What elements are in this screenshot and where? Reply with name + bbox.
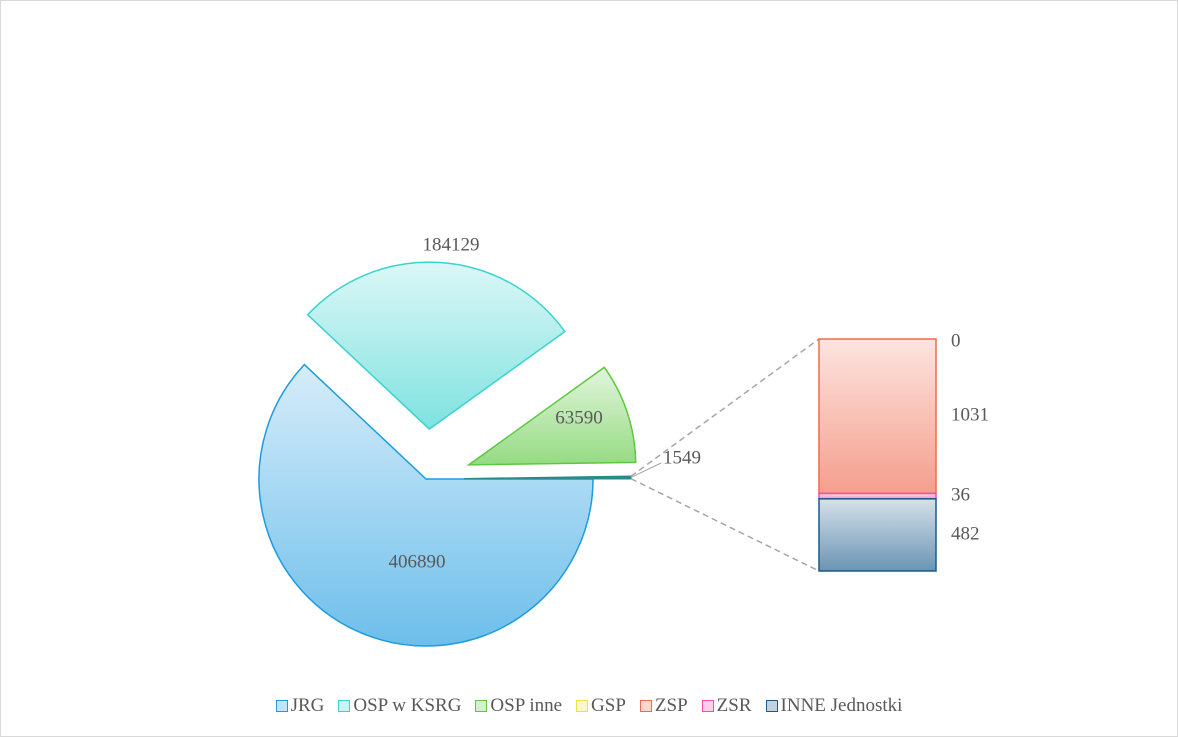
legend-item: INNE Jednostki <box>765 695 903 717</box>
legend-swatch <box>639 700 652 712</box>
legend-label: ZSP <box>654 695 688 716</box>
legend-item: OSP inne <box>475 695 562 717</box>
pie-slice <box>463 475 632 480</box>
legend-item: ZSP <box>639 695 688 717</box>
data-label: 36 <box>951 484 970 505</box>
legend-label: OSP w KSRG <box>353 695 462 716</box>
data-label: 184129 <box>423 234 480 255</box>
legend-label: JRG <box>290 695 325 716</box>
legend-swatch <box>475 700 488 712</box>
legend-label: INNE Jednostki <box>780 695 903 716</box>
leader-line <box>630 462 662 478</box>
legend-swatch <box>576 700 589 712</box>
legend-item: ZSR <box>701 695 752 717</box>
legend-item: JRG <box>275 695 325 717</box>
data-label: 406890 <box>389 551 446 572</box>
data-label: 482 <box>951 523 980 544</box>
pie-slice <box>258 363 594 647</box>
legend-label: OSP inne <box>490 695 563 716</box>
legend-swatch <box>338 700 351 712</box>
pie-slice <box>306 261 566 431</box>
legend: JRG OSP w KSRG OSP inne GSP ZSP ZSR INNE Jedno… <box>1 695 1177 717</box>
legend-swatch <box>275 700 288 712</box>
legend-swatch <box>701 700 714 712</box>
bar-segment <box>818 492 937 500</box>
legend-swatch <box>765 700 778 712</box>
bar-segment <box>818 338 937 495</box>
connector <box>630 478 820 572</box>
bar-segment <box>818 498 937 572</box>
legend-label: GSP <box>591 695 626 716</box>
legend-item: GSP <box>576 695 626 717</box>
connector <box>630 338 820 477</box>
pie-slice <box>466 366 637 466</box>
legend-item: OSP w KSRG <box>338 695 461 717</box>
data-label: 1031 <box>951 405 989 426</box>
legend-label: ZSR <box>716 695 752 716</box>
data-label: 63590 <box>555 407 603 428</box>
data-label: 0 <box>951 330 961 351</box>
data-label: 1549 <box>663 447 701 468</box>
